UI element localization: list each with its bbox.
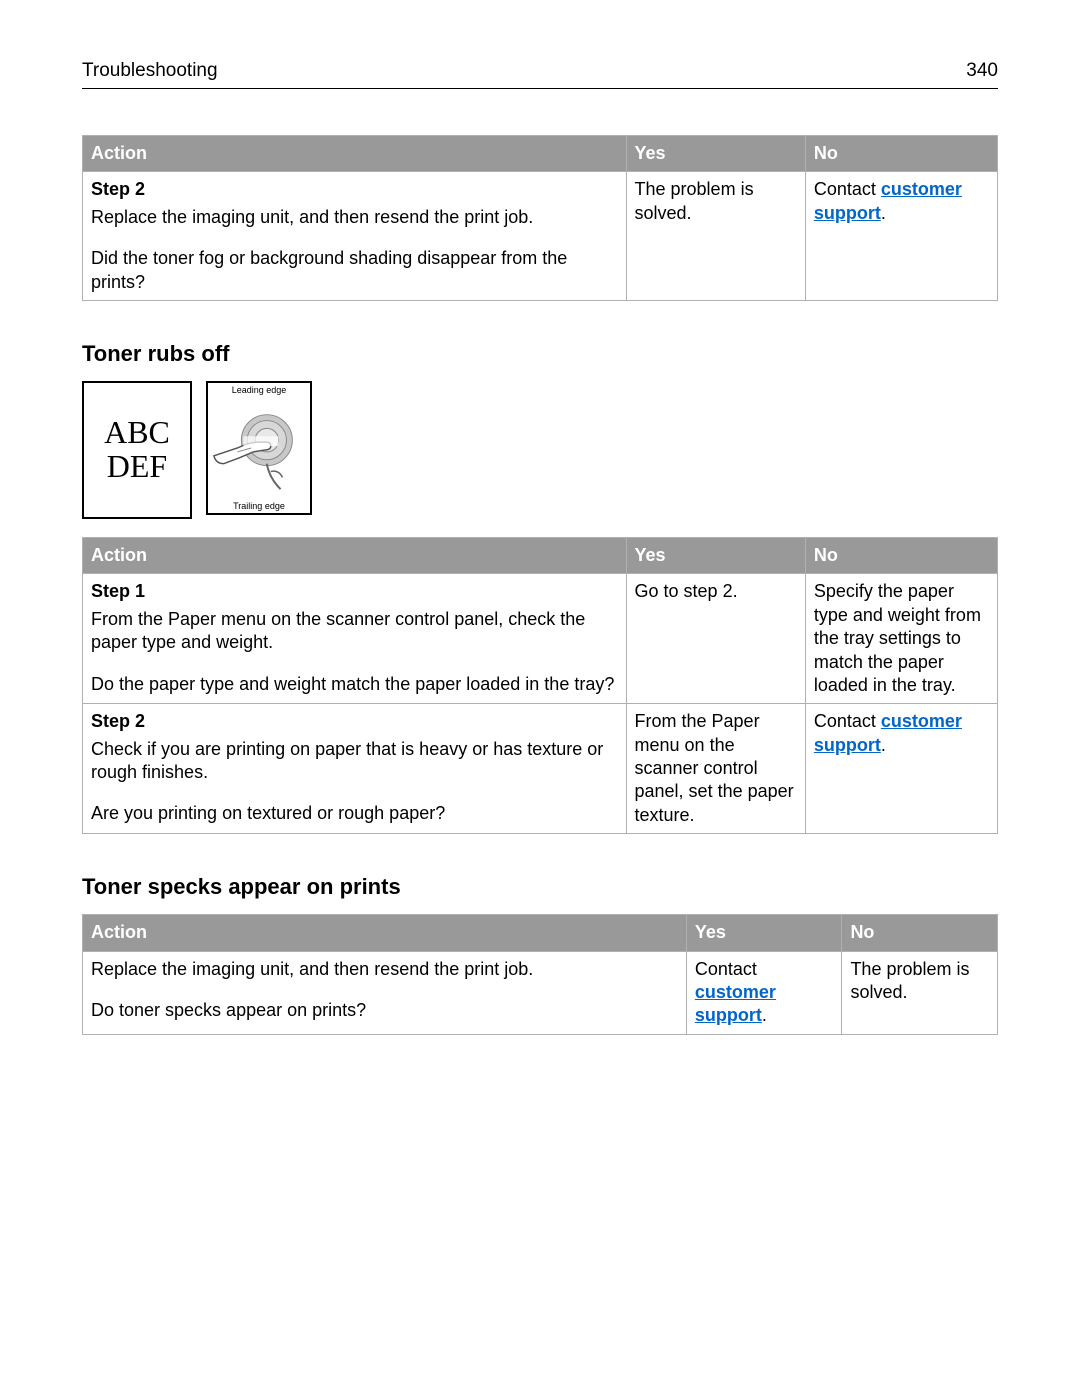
no-text-prefix: Contact: [814, 179, 881, 199]
yes-text-prefix: Contact: [695, 959, 757, 979]
step-label: Step 2: [91, 711, 145, 731]
illus-text-line2: DEF: [107, 448, 167, 484]
step-instruction: Replace the imaging unit, and then resen…: [91, 206, 618, 229]
col-header-action: Action: [83, 136, 627, 172]
section-title: Troubleshooting: [82, 60, 218, 82]
leading-edge-label: Leading edge: [232, 385, 287, 395]
yes-cell: Go to step 2.: [626, 574, 805, 704]
page-number: 340: [966, 60, 998, 82]
col-header-action: Action: [83, 915, 687, 951]
step-question: Do toner specks appear on prints?: [91, 999, 678, 1022]
table-row: Step 2 Replace the imaging unit, and the…: [83, 172, 998, 301]
step-question: Are you printing on textured or rough pa…: [91, 802, 618, 825]
step-label: Step 1: [91, 581, 145, 601]
yes-text-suffix: .: [762, 1005, 767, 1025]
illustration-smudge: Leading edge Trailing edge: [206, 381, 312, 515]
table-row: Step 1 From the Paper menu on the scanne…: [83, 574, 998, 704]
page-header: Troubleshooting 340: [82, 60, 998, 89]
table-header-row: Action Yes No: [83, 915, 998, 951]
illus-text-line1: ABC: [104, 414, 170, 450]
no-cell: Contact customer support.: [805, 172, 997, 301]
col-header-yes: Yes: [686, 915, 842, 951]
yes-cell: From the Paper menu on the scanner contr…: [626, 704, 805, 834]
step-instruction: Replace the imaging unit, and then resen…: [91, 958, 678, 981]
table-row: Step 2 Check if you are printing on pape…: [83, 704, 998, 834]
illustration-row: ABC DEF Leading edge: [82, 381, 998, 519]
no-text-suffix: .: [881, 203, 886, 223]
troubleshoot-table-3: Action Yes No Replace the imaging unit, …: [82, 914, 998, 1035]
heading-toner-specks: Toner specks appear on prints: [82, 874, 998, 900]
col-header-no: No: [842, 915, 998, 951]
col-header-no: No: [805, 537, 997, 573]
col-header-no: No: [805, 136, 997, 172]
yes-cell: The problem is solved.: [626, 172, 805, 301]
table-row: Replace the imaging unit, and then resen…: [83, 951, 998, 1034]
heading-toner-rubs-off: Toner rubs off: [82, 341, 998, 367]
action-cell: Replace the imaging unit, and then resen…: [83, 951, 687, 1034]
illustration-abc-def: ABC DEF: [82, 381, 192, 519]
no-cell: Contact customer support.: [805, 704, 997, 834]
yes-cell: Contact customer support.: [686, 951, 842, 1034]
action-cell: Step 2 Check if you are printing on pape…: [83, 704, 627, 834]
action-cell: Step 2 Replace the imaging unit, and the…: [83, 172, 627, 301]
step-label: Step 2: [91, 179, 145, 199]
page: Troubleshooting 340 Action Yes No Step 2…: [0, 0, 1080, 1397]
no-cell: The problem is solved.: [842, 951, 998, 1034]
col-header-yes: Yes: [626, 136, 805, 172]
troubleshoot-table-1: Action Yes No Step 2 Replace the imaging…: [82, 135, 998, 301]
table-header-row: Action Yes No: [83, 537, 998, 573]
no-cell: Specify the paper type and weight from t…: [805, 574, 997, 704]
step-question: Do the paper type and weight match the p…: [91, 673, 618, 696]
no-text-suffix: .: [881, 735, 886, 755]
step-instruction: Check if you are printing on paper that …: [91, 738, 618, 785]
table-header-row: Action Yes No: [83, 136, 998, 172]
trailing-edge-label: Trailing edge: [233, 501, 285, 511]
smudge-icon: [210, 395, 308, 501]
troubleshoot-table-2: Action Yes No Step 1 From the Paper menu…: [82, 537, 998, 834]
action-cell: Step 1 From the Paper menu on the scanne…: [83, 574, 627, 704]
no-text-prefix: Contact: [814, 711, 881, 731]
step-instruction: From the Paper menu on the scanner contr…: [91, 608, 618, 655]
step-question: Did the toner fog or background shading …: [91, 247, 618, 294]
col-header-action: Action: [83, 537, 627, 573]
col-header-yes: Yes: [626, 537, 805, 573]
